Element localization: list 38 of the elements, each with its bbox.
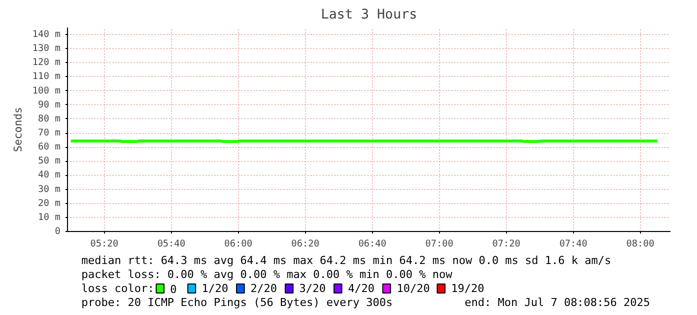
y-tick-label: 30 m (38, 184, 61, 195)
y-tick-label: 0 (54, 226, 61, 237)
x-tick-label: 08:00 (626, 238, 655, 250)
x-tick-label: 06:20 (291, 238, 320, 250)
y-tick-label: 100 m (32, 85, 61, 96)
y-tick-label: 40 m (38, 170, 61, 181)
y-tick-label: 70 m (38, 128, 61, 139)
y-tick-label: 130 m (32, 43, 61, 54)
legend-label: 4/20 (348, 282, 374, 295)
x-tick-label: 06:40 (358, 238, 387, 250)
legend-title: loss color: (81, 282, 154, 295)
legend-label: 1/20 (202, 282, 228, 295)
text: probe: 20 ICMP Echo Pings (56 Bytes) every 300s (81, 296, 393, 309)
x-tick-label: 07:20 (492, 238, 521, 250)
x-tick-label: 05:20 (90, 238, 119, 250)
y-tick-label: 60 m (38, 142, 61, 153)
y-tick-label: 140 m (32, 29, 61, 40)
x-tick-label: 07:00 (425, 238, 454, 250)
legend-label: 0 (170, 283, 177, 296)
text: end: Mon Jul 7 08:08:56 2025 (464, 296, 650, 309)
text: packet loss: 0.00 % avg 0.00 % max 0.00 % min 0.00 % now (81, 268, 453, 281)
y-tick-label: 90 m (38, 99, 61, 110)
y-tick-label: 50 m (38, 156, 61, 167)
y-tick-label: 10 m (38, 212, 61, 223)
y-tick-label: 20 m (38, 198, 61, 209)
legend-label: 2/20 (250, 282, 277, 295)
y-axis-title: Seconds (11, 107, 24, 152)
x-tick-label: 05:40 (157, 238, 186, 250)
x-tick-label: 06:00 (224, 238, 253, 250)
y-tick-label: 80 m (38, 113, 61, 124)
text: median rtt: 64.3 ms avg 64.4 ms max 64.2 ms min 64.2 ms now 0.0 ms sd 1.6 k am/s (81, 254, 612, 267)
legend-label: 10/20 (396, 282, 430, 295)
y-tick-label: 120 m (32, 57, 61, 68)
legend-label: 19/20 (451, 282, 484, 295)
legend-label: 3/20 (299, 282, 326, 295)
x-tick-label: 07:40 (559, 238, 588, 250)
y-tick-label: 110 m (32, 71, 61, 82)
chart-title: Last 3 Hours (320, 8, 418, 22)
